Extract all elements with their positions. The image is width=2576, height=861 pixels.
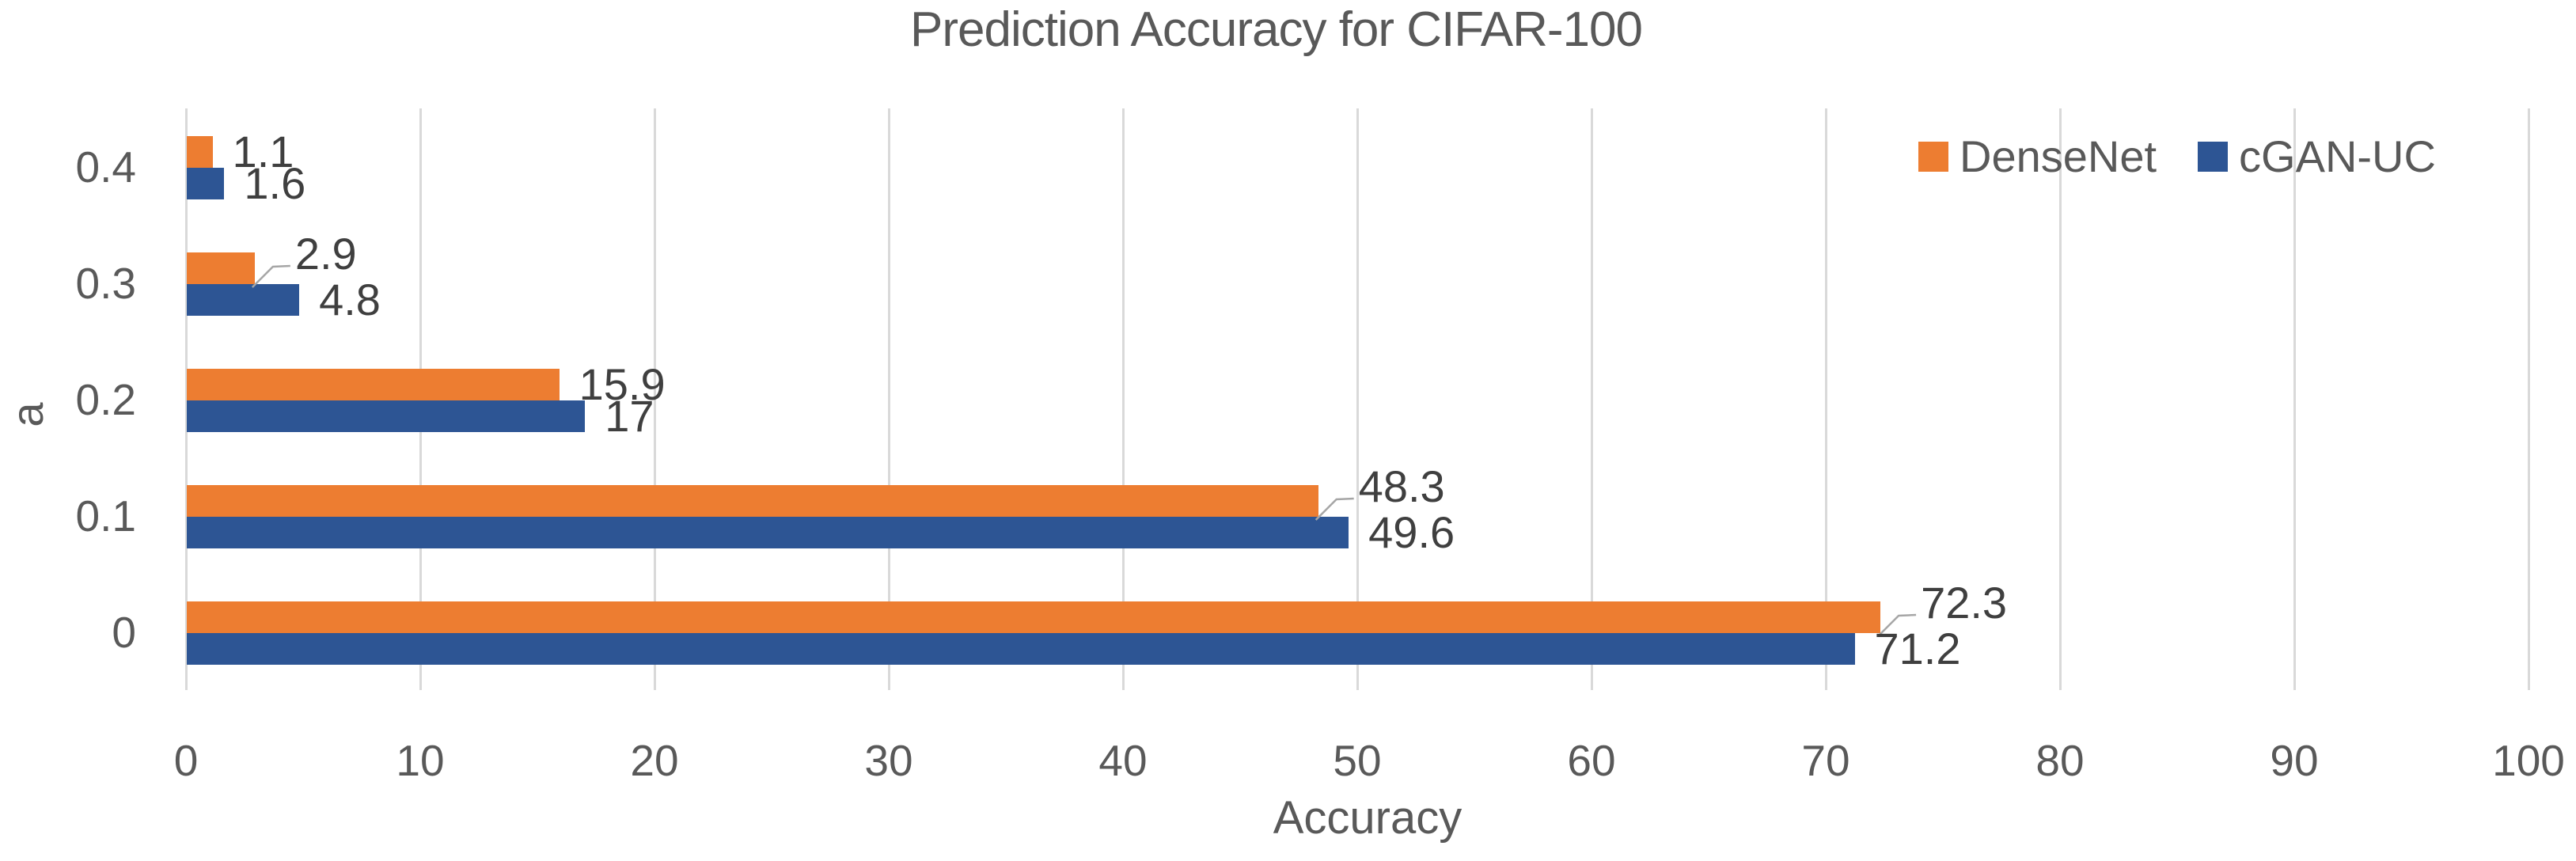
y-tick-label-0-1: 0.1 (75, 491, 136, 540)
x-tick-label-100: 100 (2492, 736, 2565, 785)
y-axis-title: a (2, 402, 52, 427)
bar-densenet-0 (187, 601, 1881, 633)
data-label-cgan-uc-0-4: 1.6 (244, 158, 306, 208)
chart-legend: DenseNet cGAN-UC (1918, 135, 2436, 179)
y-tick-label-0-3: 0.3 (75, 258, 136, 308)
x-tick-label-30: 30 (864, 736, 913, 785)
data-label-densenet-0-1: 48.3 (1358, 461, 1445, 511)
bar-cgan-uc-0-3 (187, 284, 300, 316)
bar-densenet-0-4 (187, 136, 213, 168)
gridline-x-100 (2527, 108, 2530, 690)
y-tick-label-0-4: 0.4 (75, 142, 136, 192)
data-label-densenet-0-2: 15.9 (579, 359, 666, 409)
legend-swatch-cgan-uc (2198, 142, 2229, 172)
data-label-cgan-uc-0-1: 49.6 (1368, 507, 1455, 557)
y-axis-line (184, 108, 188, 690)
data-label-cgan-uc-0-2: 17 (605, 391, 654, 441)
legend-item-cgan-uc: cGAN-UC (2198, 135, 2436, 179)
data-label-densenet-0: 72.3 (1921, 578, 2008, 628)
gridline-x-90 (2293, 108, 2296, 690)
gridline-x-50 (1356, 108, 1359, 690)
bar-densenet-0-3 (187, 252, 255, 284)
bar-cgan-uc-0-2 (187, 400, 586, 432)
x-tick-label-80: 80 (2035, 736, 2085, 785)
data-label-cgan-uc-0-3: 4.8 (319, 275, 381, 324)
x-tick-label-70: 70 (1801, 736, 1850, 785)
plot-area (184, 108, 2530, 690)
y-tick-label-0-2: 0.2 (75, 374, 136, 424)
data-label-densenet-0-4: 1.1 (232, 127, 294, 176)
x-tick-label-10: 10 (396, 736, 445, 785)
x-tick-label-50: 50 (1333, 736, 1382, 785)
gridline-x-40 (1121, 108, 1125, 690)
gridline-x-30 (887, 108, 890, 690)
legend-label-densenet: DenseNet (1960, 131, 2157, 181)
bar-densenet-0-2 (187, 369, 560, 400)
gridline-x-70 (1824, 108, 1827, 690)
gridline-x-60 (1590, 108, 1593, 690)
x-tick-label-40: 40 (1098, 736, 1148, 785)
x-tick-label-60: 60 (1567, 736, 1616, 785)
legend-label-cgan-uc: cGAN-UC (2239, 131, 2436, 181)
legend-item-densenet: DenseNet (1918, 135, 2157, 179)
chart-title: Prediction Accuracy for CIFAR-100 (910, 2, 1643, 57)
gridline-x-80 (2058, 108, 2062, 690)
x-axis-title: Accuracy (1273, 792, 1463, 844)
bar-densenet-0-1 (187, 485, 1318, 517)
bar-cgan-uc-0-4 (187, 168, 225, 199)
data-label-cgan-uc-0: 71.2 (1874, 624, 1961, 673)
legend-swatch-densenet (1918, 142, 1948, 172)
gridline-x-20 (653, 108, 656, 690)
x-tick-label-90: 90 (2270, 736, 2319, 785)
bar-cgan-uc-0-1 (187, 517, 1349, 548)
x-tick-label-20: 20 (630, 736, 679, 785)
bar-cgan-uc-0 (187, 633, 1855, 665)
y-tick-label-0: 0 (112, 607, 136, 657)
x-tick-label-0: 0 (173, 736, 199, 785)
data-label-densenet-0-3: 2.9 (294, 229, 357, 279)
